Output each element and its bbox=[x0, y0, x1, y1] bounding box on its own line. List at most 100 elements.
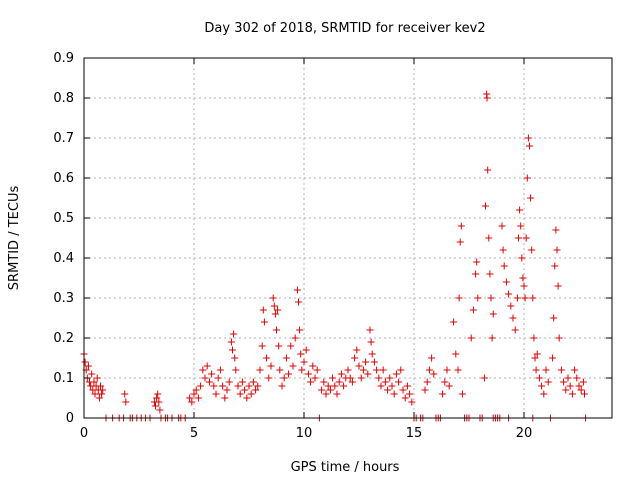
data-point bbox=[275, 342, 283, 350]
data-point bbox=[425, 366, 433, 374]
data-point bbox=[231, 354, 239, 362]
data-point bbox=[386, 374, 394, 382]
data-point bbox=[469, 306, 477, 314]
data-point bbox=[455, 294, 463, 302]
data-point bbox=[507, 302, 515, 310]
data-points bbox=[80, 90, 590, 422]
data-point bbox=[252, 386, 260, 394]
data-point bbox=[579, 378, 587, 386]
data-point bbox=[443, 366, 451, 374]
data-point bbox=[538, 382, 546, 390]
data-point bbox=[295, 298, 302, 306]
data-point bbox=[370, 358, 378, 366]
data-point bbox=[408, 398, 416, 406]
data-point bbox=[95, 394, 103, 402]
data-point bbox=[458, 390, 466, 398]
data-point bbox=[484, 166, 492, 174]
data-point bbox=[320, 378, 328, 386]
data-point bbox=[522, 234, 530, 242]
data-point bbox=[519, 274, 527, 282]
data-point bbox=[499, 246, 507, 254]
y-tick-label: 0.2 bbox=[53, 331, 74, 346]
data-point bbox=[564, 374, 572, 382]
data-point bbox=[568, 390, 576, 398]
y-tick-label: 0.8 bbox=[53, 91, 74, 106]
data-point bbox=[375, 374, 383, 382]
y-tick-label: 0.6 bbox=[53, 171, 74, 186]
data-point bbox=[91, 390, 99, 398]
data-point bbox=[208, 370, 216, 378]
data-point bbox=[562, 386, 570, 394]
data-point bbox=[199, 366, 207, 374]
data-point bbox=[395, 378, 403, 386]
data-point bbox=[212, 390, 220, 398]
data-point bbox=[521, 294, 529, 302]
data-point bbox=[348, 378, 356, 386]
data-point bbox=[313, 366, 321, 374]
data-point bbox=[520, 282, 528, 290]
data-point bbox=[392, 370, 400, 378]
data-point bbox=[551, 262, 559, 270]
data-point bbox=[566, 382, 574, 390]
data-point bbox=[401, 394, 409, 402]
data-point bbox=[454, 366, 462, 374]
data-point bbox=[359, 366, 367, 374]
data-point bbox=[344, 366, 352, 374]
data-point bbox=[473, 258, 481, 266]
data-point bbox=[122, 398, 130, 406]
data-point bbox=[532, 366, 540, 374]
data-point bbox=[296, 326, 304, 334]
data-point bbox=[430, 370, 438, 378]
data-point bbox=[362, 358, 370, 366]
data-point bbox=[351, 354, 359, 362]
data-point bbox=[258, 342, 266, 350]
data-point bbox=[500, 262, 508, 270]
data-point bbox=[197, 382, 205, 390]
data-point bbox=[549, 354, 557, 362]
plot-frame bbox=[83, 57, 613, 419]
data-point bbox=[390, 390, 398, 398]
data-point bbox=[529, 294, 537, 302]
data-point bbox=[542, 366, 550, 374]
data-point bbox=[318, 386, 326, 394]
data-point bbox=[234, 382, 242, 390]
y-tick-label: 0.1 bbox=[53, 371, 74, 386]
data-point bbox=[287, 342, 295, 350]
data-point bbox=[531, 354, 539, 362]
data-point bbox=[285, 370, 293, 378]
data-point bbox=[121, 390, 129, 398]
data-point bbox=[223, 386, 231, 394]
data-point bbox=[210, 382, 218, 390]
data-point bbox=[488, 334, 496, 342]
data-point bbox=[88, 370, 96, 378]
data-point bbox=[98, 390, 106, 398]
data-point bbox=[331, 382, 339, 390]
data-point bbox=[483, 94, 491, 102]
data-point bbox=[340, 382, 348, 390]
data-point bbox=[216, 366, 224, 374]
y-tick-label: 0.9 bbox=[53, 51, 74, 66]
chart-title: Day 302 of 2018, SRMTID for receiver kev… bbox=[204, 21, 485, 36]
x-tick-label: 5 bbox=[190, 426, 198, 441]
data-point bbox=[346, 374, 354, 382]
data-point bbox=[236, 390, 244, 398]
data-point bbox=[487, 294, 495, 302]
data-point bbox=[571, 366, 579, 374]
data-point bbox=[304, 370, 312, 378]
data-point bbox=[274, 306, 282, 314]
data-point bbox=[555, 334, 563, 342]
data-point bbox=[423, 378, 431, 386]
data-point bbox=[509, 314, 517, 322]
data-point bbox=[577, 386, 585, 394]
data-point bbox=[280, 374, 288, 382]
data-point bbox=[267, 362, 275, 370]
data-point bbox=[152, 402, 159, 410]
data-point bbox=[518, 254, 526, 262]
x-axis-label: GPS time / hours bbox=[291, 460, 400, 475]
data-point bbox=[269, 294, 277, 302]
data-point bbox=[516, 206, 524, 214]
data-point bbox=[480, 374, 488, 382]
data-point bbox=[552, 226, 560, 234]
data-point bbox=[428, 354, 436, 362]
data-point bbox=[190, 390, 198, 398]
